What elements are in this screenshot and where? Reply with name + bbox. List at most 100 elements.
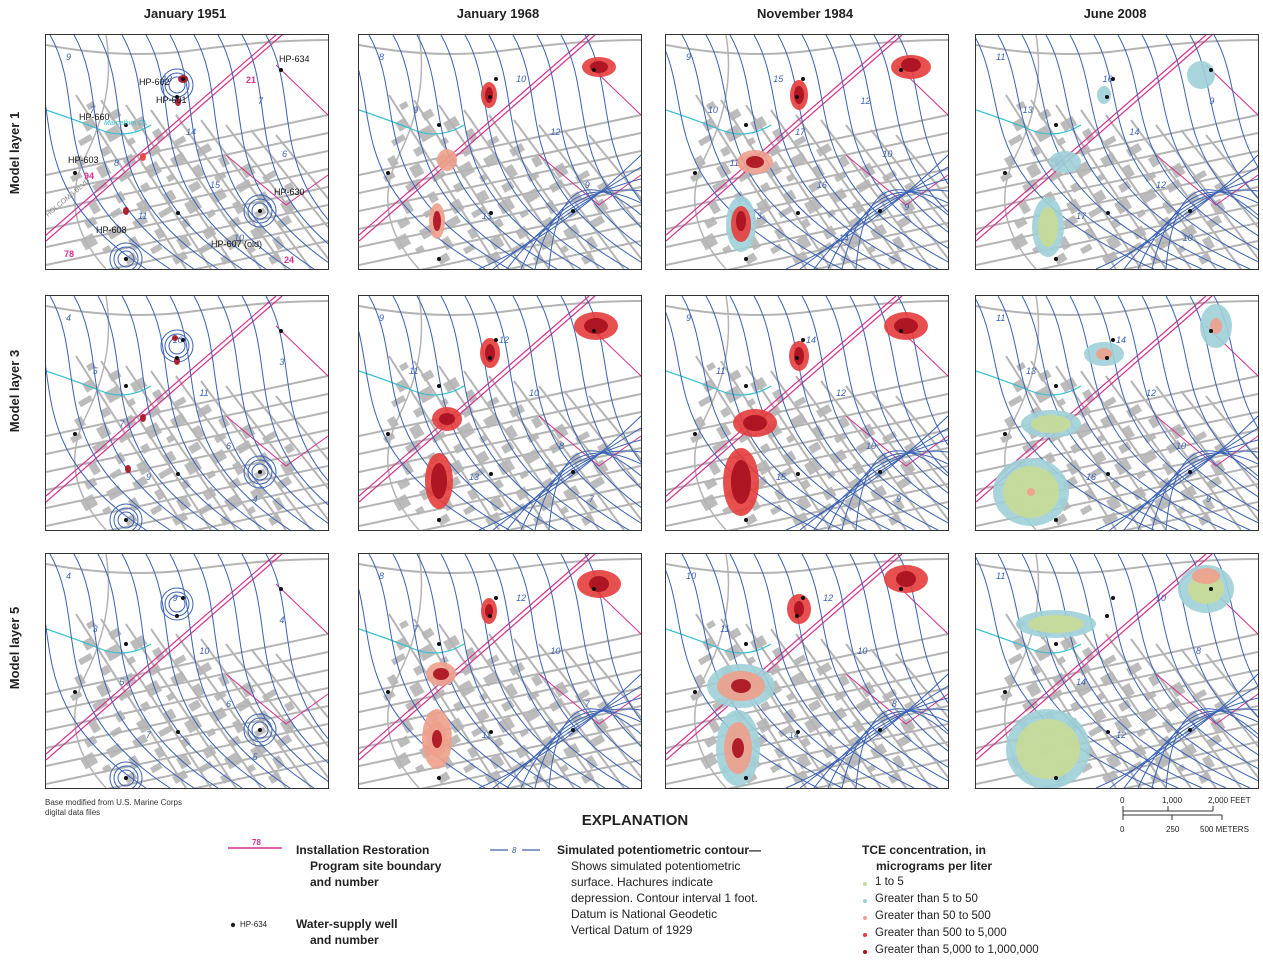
contour-label: 11 [996,313,1005,323]
tce-plume [485,344,495,362]
stream [46,628,152,654]
tce-plumes [726,55,931,252]
water-supply-well [494,596,498,600]
contours [46,296,328,530]
contour-label: 13 [751,211,761,221]
water-supply-well [796,472,800,476]
contour-label: 11 [720,624,729,634]
contour-label: 10 [516,74,526,84]
water-supply-well [437,123,441,127]
site-road [976,35,1207,236]
tce-plume [794,86,804,104]
contour-label: 9 [904,202,909,212]
contour-label: 12 [823,593,833,603]
water-supply-well [1188,728,1192,732]
legend-well-line-1: Water-supply well [296,917,398,931]
scale-feet-1000: 1,000 [1162,796,1183,805]
contour-label: 12 [861,96,871,106]
scale-meters-0: 0 [1120,825,1125,834]
wells [1003,587,1213,780]
legend-contour: Simulated potentiometric contour— Shows … [557,842,761,938]
base-note-line-2: digital data files [45,808,101,817]
site-road [46,35,277,236]
tce-plume [1016,719,1080,779]
water-supply-well [878,728,882,732]
contour-label: 12 [516,593,526,603]
water-supply-well [1111,596,1115,600]
tce-plumes [1006,565,1234,788]
tce-swatch [863,933,867,937]
contour-label: 9 [686,52,691,62]
site-number: 24 [284,255,294,265]
water-supply-well [386,690,390,694]
tce-plume [794,347,804,365]
water-supply-well [176,730,180,734]
water-supply-well [437,642,441,646]
water-supply-well [279,329,283,333]
well-label: HP-634 [279,54,310,64]
water-supply-well [489,730,493,734]
contour-label: 10 [882,149,892,159]
tce-class-label: Greater than 5 to 50 [875,893,978,905]
water-supply-well [488,356,492,360]
water-supply-well [124,776,128,780]
contour-label: 11 [716,366,725,376]
site-road [46,554,277,755]
tce-plume [1049,151,1081,173]
tce-swatch [863,882,867,886]
contour-label: 5 [93,366,99,376]
contour-label: 15 [210,180,221,190]
site-boundary-symbol: 78 [228,838,282,849]
water-supply-well [1003,432,1007,436]
contour-label: 5 [253,752,259,762]
tce-plume [894,318,918,334]
water-supply-well [73,432,77,436]
tce-plume [123,207,129,215]
stream [46,370,152,396]
tce-plume [1038,207,1058,247]
stream [359,109,465,135]
water-supply-well [571,209,575,213]
map-panel-r1c1: 9111213121087 [358,295,642,531]
contour-label: 9 [173,593,178,603]
water-supply-well [494,338,498,342]
legend-site-boundary-line-2: Program site boundary [310,859,442,873]
water-supply-well [73,690,77,694]
water-supply-well [258,728,262,732]
water-supply-well [795,614,799,618]
legend-contour-head: Simulated potentiometric contour— [557,843,762,857]
contour-label: 4 [253,494,258,504]
map-panel-r0c2: 9 10 11 13 15 17 16 14 12 10 9 [665,34,949,270]
tce-plume [1187,61,1215,89]
water-supply-well [693,690,697,694]
tce-plume [1031,415,1071,433]
legend-tce-class: Greater than 5 to 50 [863,893,978,905]
water-supply-well [124,123,128,127]
explanation-title: EXPLANATION [581,812,689,829]
contour-label: 15 [776,472,787,482]
map-panel-r1c3: 111315161412109 [975,295,1259,531]
water-supply-well [1106,472,1110,476]
tce-plume [125,465,131,473]
water-supply-well [175,95,179,99]
contour-symbol: 8 [490,846,540,855]
water-supply-well [744,642,748,646]
contour-label: 9 [66,52,71,62]
contour-label: 9 [585,180,590,190]
water-supply-well [386,432,390,436]
water-supply-well [801,596,805,600]
contours [666,554,948,788]
contour-label: 14 [1129,127,1139,137]
tce-swatch [863,950,867,954]
tce-plume [1097,86,1111,104]
contour-label: 7 [413,624,419,634]
well-symbol: HP-634 [230,920,268,929]
legend-site-boundary-line-1: Installation Restoration [296,843,430,857]
map-panel-r1c2: 91113151412109 [665,295,949,531]
site-number: 94 [84,171,94,181]
contour-label: 14 [186,127,196,137]
map-panel-r2c0: 4 3 5 7 9 10 6 5 4 [45,553,329,789]
water-supply-well [437,518,441,522]
contours [666,35,948,269]
scale-meters-250: 250 [1166,825,1180,834]
